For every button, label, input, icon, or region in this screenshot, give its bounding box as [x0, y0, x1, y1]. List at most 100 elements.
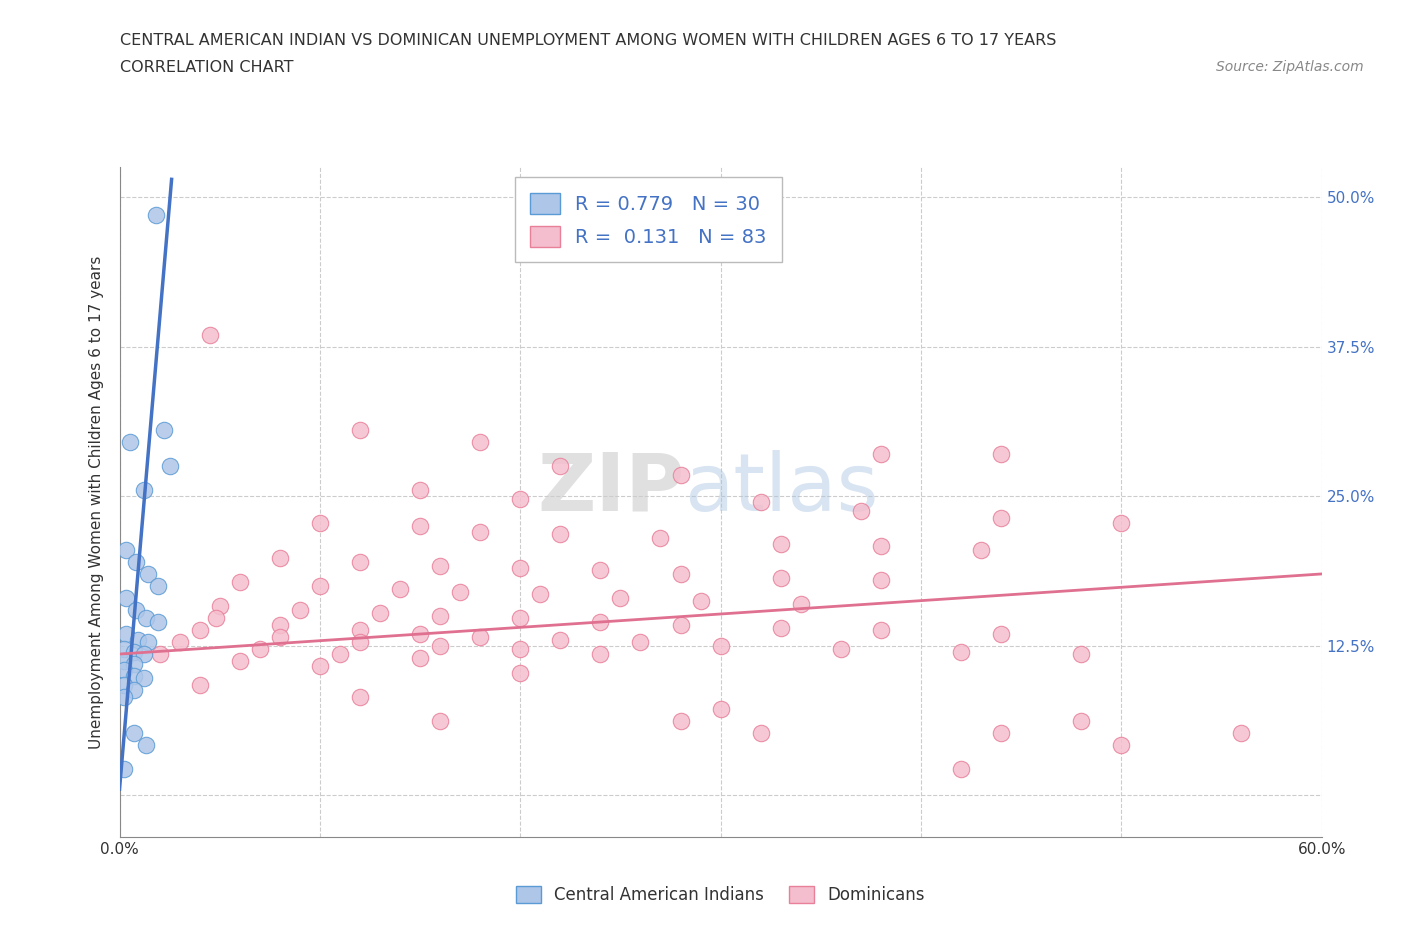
Point: [132, 671, 155, 685]
Point: [429, 713, 451, 728]
Point: [152, 423, 174, 438]
Point: [509, 666, 531, 681]
Point: [349, 690, 371, 705]
Point: [114, 542, 136, 557]
Point: [159, 458, 181, 473]
Point: [950, 762, 973, 777]
Point: [529, 587, 551, 602]
Point: [550, 527, 572, 542]
Point: [509, 642, 531, 657]
Point: [198, 327, 221, 342]
Point: [769, 620, 792, 635]
Point: [509, 491, 531, 506]
Point: [388, 582, 412, 597]
Point: [790, 596, 813, 611]
Point: [769, 537, 792, 551]
Point: [409, 650, 432, 665]
Point: [669, 618, 692, 632]
Point: [1070, 646, 1092, 661]
Point: [146, 615, 169, 630]
Point: [970, 542, 993, 557]
Point: [509, 561, 531, 576]
Point: [149, 646, 172, 661]
Point: [1070, 713, 1092, 728]
Text: CORRELATION CHART: CORRELATION CHART: [120, 60, 292, 75]
Point: [122, 657, 145, 671]
Point: [228, 654, 252, 669]
Point: [349, 423, 371, 438]
Point: [112, 662, 135, 677]
Point: [269, 630, 291, 644]
Point: [188, 678, 211, 693]
Point: [309, 515, 332, 530]
Y-axis label: Unemployment Among Women with Children Ages 6 to 17 years: Unemployment Among Women with Children A…: [89, 256, 104, 749]
Point: [950, 644, 973, 659]
Point: [409, 519, 432, 534]
Point: [869, 573, 893, 588]
Point: [136, 634, 159, 649]
Point: [132, 646, 155, 661]
Point: [114, 626, 136, 641]
Point: [127, 632, 149, 647]
Point: [589, 563, 612, 578]
Point: [609, 591, 631, 605]
Point: [830, 642, 852, 657]
Point: [550, 458, 572, 473]
Point: [749, 495, 772, 510]
Text: CENTRAL AMERICAN INDIAN VS DOMINICAN UNEMPLOYMENT AMONG WOMEN WITH CHILDREN AGES: CENTRAL AMERICAN INDIAN VS DOMINICAN UNE…: [120, 33, 1056, 47]
Point: [112, 642, 135, 657]
Point: [869, 447, 893, 462]
Point: [429, 608, 451, 623]
Point: [589, 646, 612, 661]
Point: [124, 554, 146, 569]
Point: [709, 638, 731, 653]
Point: [468, 630, 492, 644]
Point: [468, 525, 492, 539]
Point: [1230, 725, 1253, 740]
Point: [769, 570, 792, 585]
Point: [990, 447, 1012, 462]
Point: [509, 611, 531, 626]
Point: [122, 644, 145, 659]
Point: [112, 678, 135, 693]
Point: [1111, 737, 1133, 752]
Legend: Central American Indians, Dominicans: Central American Indians, Dominicans: [505, 874, 936, 916]
Point: [1111, 515, 1133, 530]
Point: [269, 618, 291, 632]
Point: [135, 737, 157, 752]
Point: [309, 578, 332, 593]
Point: [429, 558, 451, 573]
Point: [990, 626, 1012, 641]
Point: [849, 503, 872, 518]
Point: [449, 584, 471, 599]
Point: [669, 566, 692, 581]
Point: [228, 575, 252, 590]
Point: [409, 626, 432, 641]
Point: [749, 725, 772, 740]
Point: [349, 634, 371, 649]
Point: [429, 638, 451, 653]
Point: [118, 435, 141, 450]
Point: [669, 713, 692, 728]
Point: [869, 623, 893, 638]
Point: [349, 554, 371, 569]
Point: [709, 701, 731, 716]
Point: [114, 591, 136, 605]
Point: [349, 623, 371, 638]
Point: [329, 646, 352, 661]
Point: [288, 603, 311, 618]
Point: [122, 725, 145, 740]
Point: [309, 658, 332, 673]
Text: ZIP: ZIP: [537, 450, 685, 528]
Point: [468, 435, 492, 450]
Point: [669, 467, 692, 482]
Point: [145, 207, 167, 222]
Point: [269, 551, 291, 565]
Point: [112, 690, 135, 705]
Point: [112, 762, 135, 777]
Point: [409, 483, 432, 498]
Point: [589, 615, 612, 630]
Point: [990, 511, 1012, 525]
Point: [550, 632, 572, 647]
Point: [869, 539, 893, 554]
